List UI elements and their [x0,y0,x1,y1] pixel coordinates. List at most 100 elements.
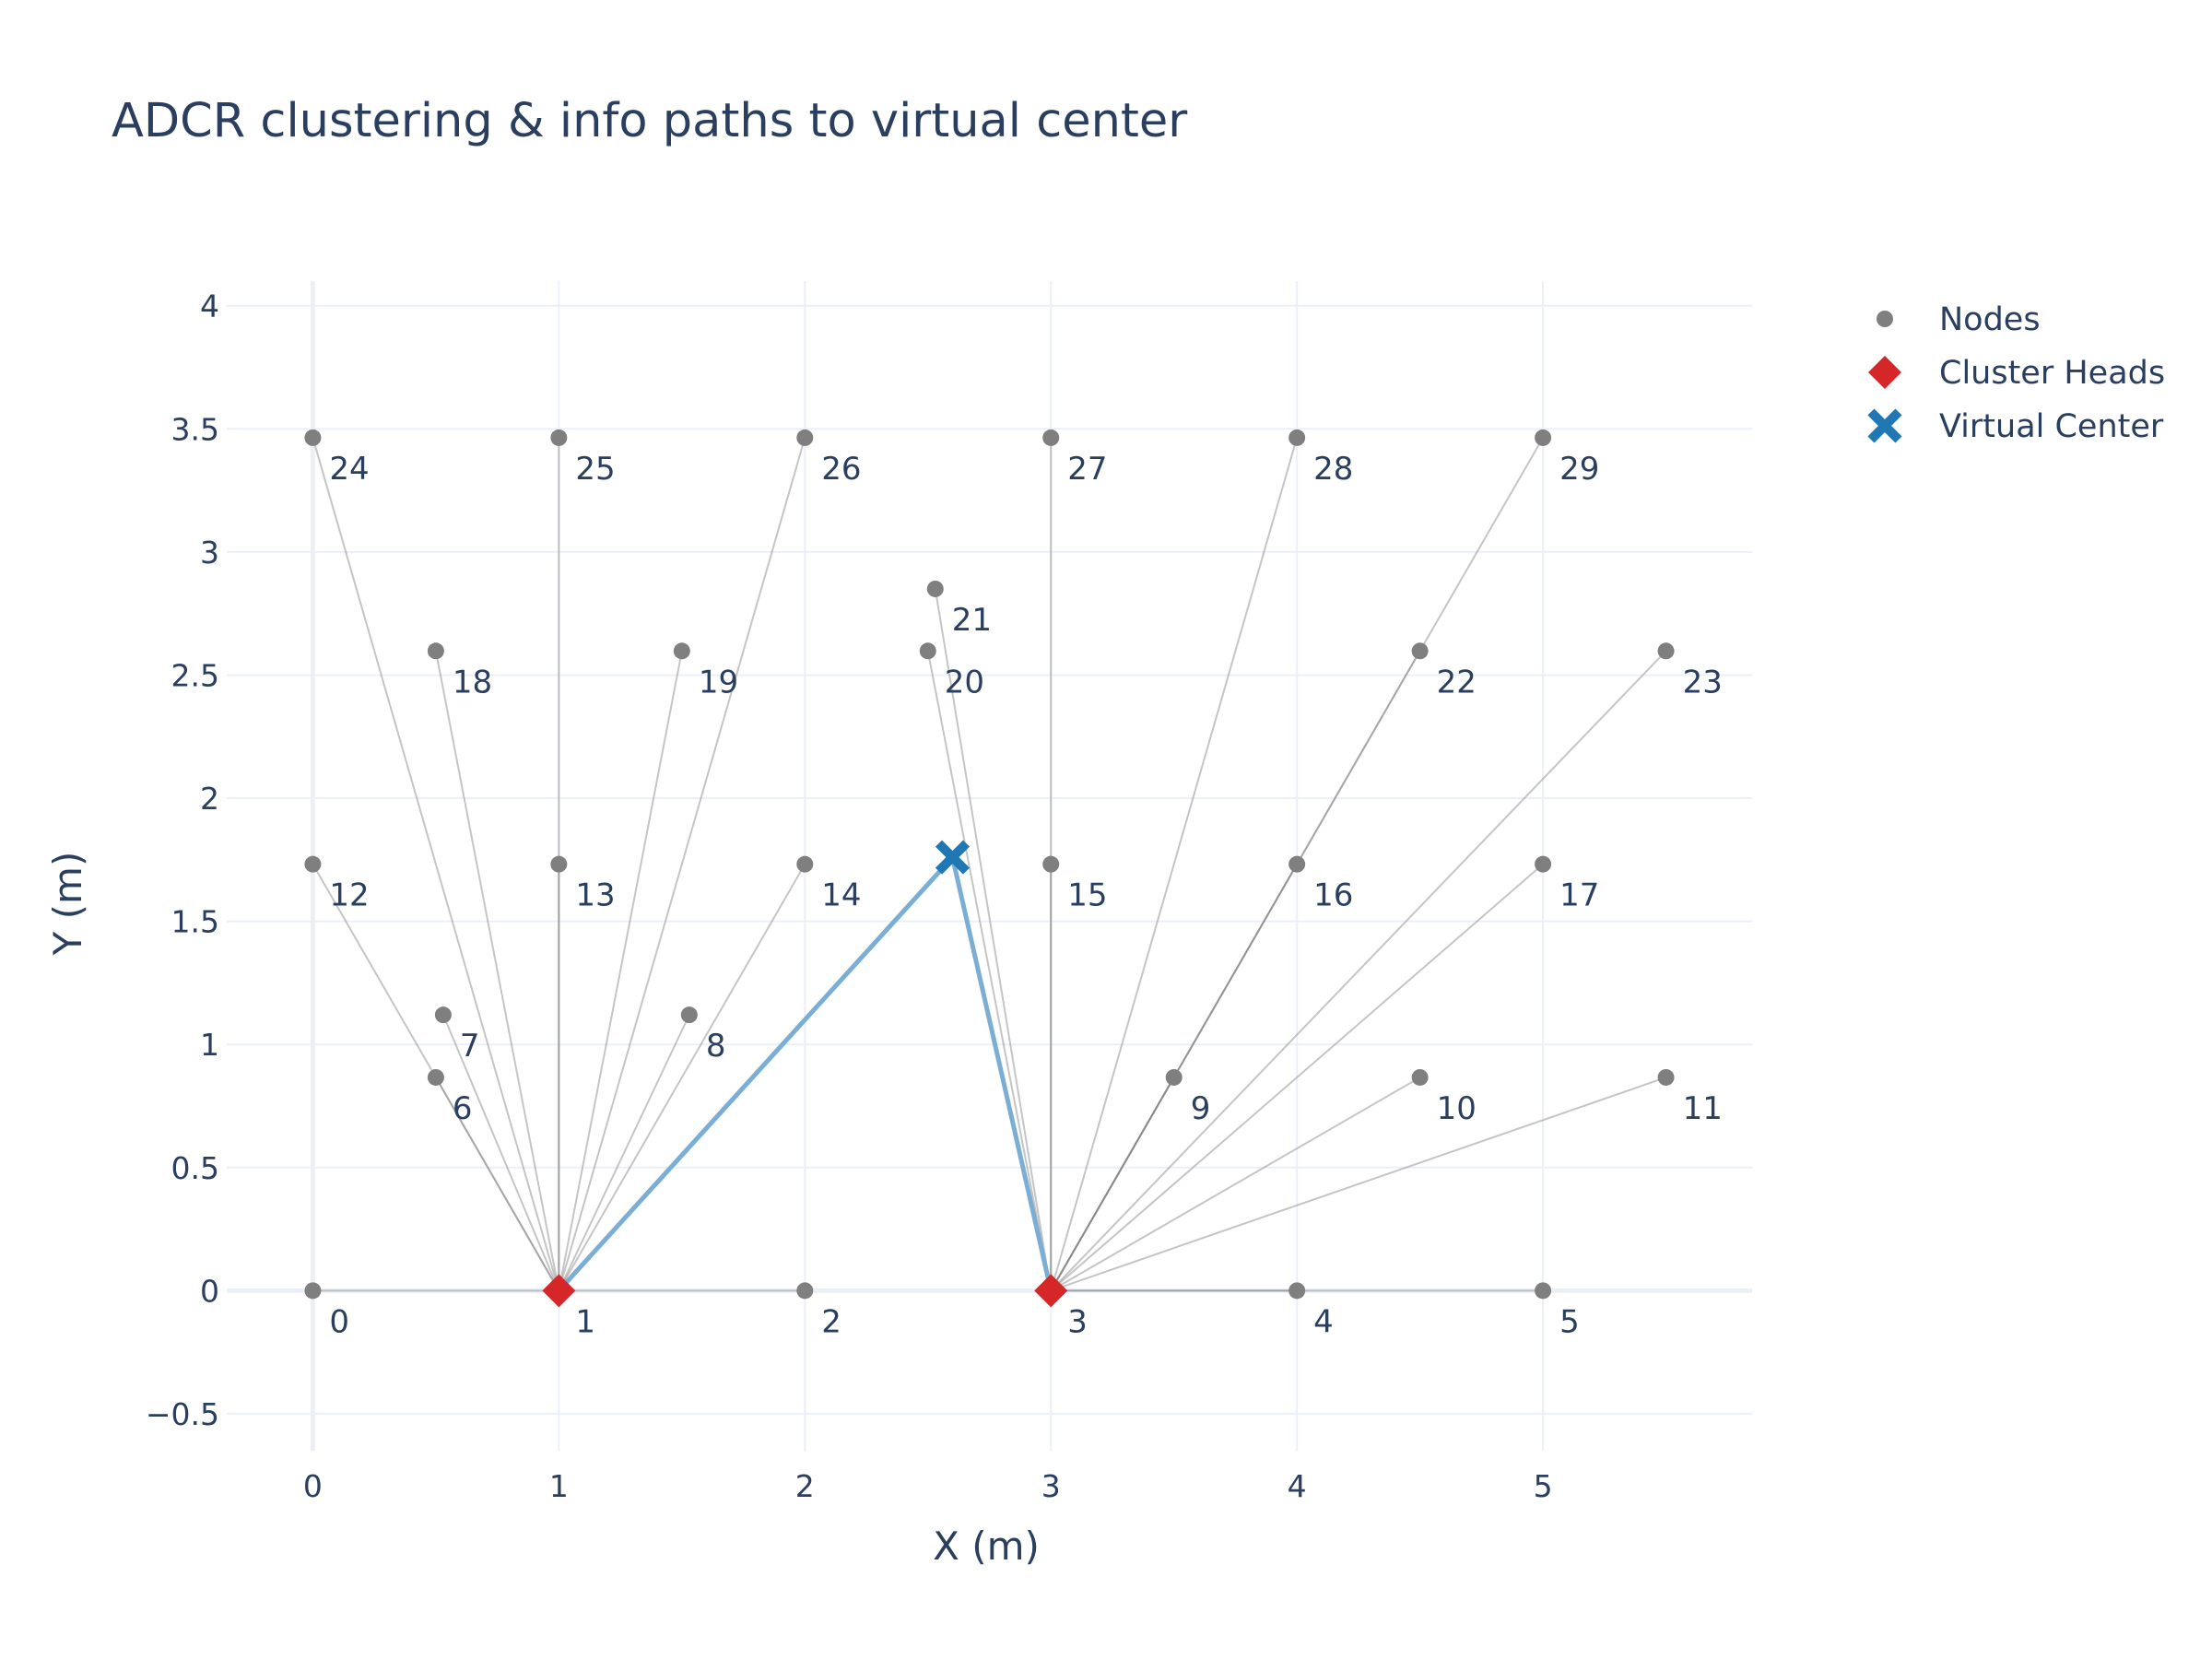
node-point [1411,1068,1429,1086]
chart-title: ADCR clustering & info paths to virtual … [112,94,1187,148]
node-label: 24 [329,451,369,488]
node-label: 18 [453,664,492,700]
node-point [1288,1282,1306,1300]
node-label: 4 [1313,1303,1334,1340]
node-label: 3 [1067,1303,1088,1340]
node-label: 5 [1559,1303,1580,1340]
node-label: 21 [952,602,992,639]
node-point [796,855,814,873]
y-tick-label: 3 [200,535,219,571]
node-label: 1 [575,1303,595,1340]
node-label: 17 [1559,877,1599,914]
virtual-center-stroke [1867,408,1902,443]
legend-cluster-heads-symbol [1868,356,1901,389]
node-point [550,429,568,446]
y-tick-label: 2 [200,781,219,817]
node-point [1288,855,1306,873]
node-label: 0 [329,1303,349,1340]
member-link [558,864,806,1291]
y-tick-label: 4 [200,288,219,324]
y-axis-title: Y (m) [45,852,90,957]
member-link [435,1077,560,1291]
legend-entry-label: Cluster Heads [1939,355,2165,392]
node-label: 12 [329,877,369,914]
node-point [1411,642,1429,660]
member-link [1050,1077,1666,1292]
member-link [312,437,560,1291]
node-point [1535,429,1552,446]
grid [227,281,1752,1451]
y-tick-label: 0.5 [171,1150,219,1186]
member-link [926,651,1053,1291]
node-point [304,855,322,873]
cluster-heads [542,1274,1068,1308]
legend-nodes-symbol [1877,311,1893,327]
node-label: 10 [1437,1090,1477,1127]
member-link [434,651,560,1291]
node-label: 25 [575,451,615,488]
legend: Nodes Cluster Heads Virtual Center [1867,301,2165,445]
node-point [550,855,568,873]
member-link [558,651,683,1291]
node-point [1657,1068,1675,1086]
member-links [312,437,1667,1292]
x-tick-label: 5 [1534,1468,1553,1504]
node-point [1042,429,1060,446]
node-point [1535,855,1552,873]
y-tick-label: −0.5 [146,1396,219,1432]
node-point [673,642,690,660]
node-point [680,1006,698,1024]
node-point [796,1282,814,1300]
node-point [427,642,444,660]
x-tick-label: 1 [549,1468,569,1504]
member-link [1050,1077,1421,1292]
node-label: 20 [945,664,984,700]
center-link [557,855,955,1293]
node-label: 7 [460,1028,480,1065]
node-label: 22 [1437,664,1477,700]
y-tick-label: 1.5 [171,904,219,940]
member-link [1050,1077,1175,1291]
member-link [1050,437,1299,1291]
node-label: 13 [575,877,615,914]
node-label: 8 [706,1028,726,1065]
node-label: 14 [821,877,861,914]
x-tick-label: 2 [795,1468,815,1504]
node-point [1042,855,1060,873]
x-axis-ticks: 0 1 2 3 4 5 [303,1468,1553,1504]
x-tick-label: 0 [303,1468,323,1504]
member-link [934,588,1053,1291]
legend-entry-label: Nodes [1939,301,2041,338]
node-label: 16 [1313,877,1353,914]
node-label: 15 [1067,877,1107,914]
node-point [1657,642,1675,660]
node-label: 29 [1559,451,1599,488]
node-label: 23 [1683,664,1723,700]
virtual-center [935,840,970,875]
node-point [919,642,936,660]
x-tick-label: 3 [1041,1468,1061,1504]
node-point [796,429,814,446]
node-label: 26 [821,451,861,488]
node-point [926,580,944,597]
node-label: 19 [699,664,738,700]
node-label: 11 [1683,1090,1723,1127]
node-point [1165,1068,1182,1086]
node-point [427,1068,444,1086]
virtual-center-marker [935,840,970,875]
y-tick-label: 3.5 [171,411,219,447]
member-link [1050,650,1667,1292]
node-label: 2 [821,1303,841,1340]
member-link [1050,863,1544,1292]
y-tick-label: 0 [200,1273,219,1309]
node-point [1535,1282,1552,1300]
legend-virtual-center-symbol [1867,408,1902,443]
center-links [557,855,1053,1293]
y-tick-label: 2.5 [171,657,219,693]
legend-entry-label: Virtual Center [1939,408,2164,445]
nodes [304,429,1675,1300]
virtual-center-stroke [935,840,970,875]
node-point [434,1006,452,1024]
